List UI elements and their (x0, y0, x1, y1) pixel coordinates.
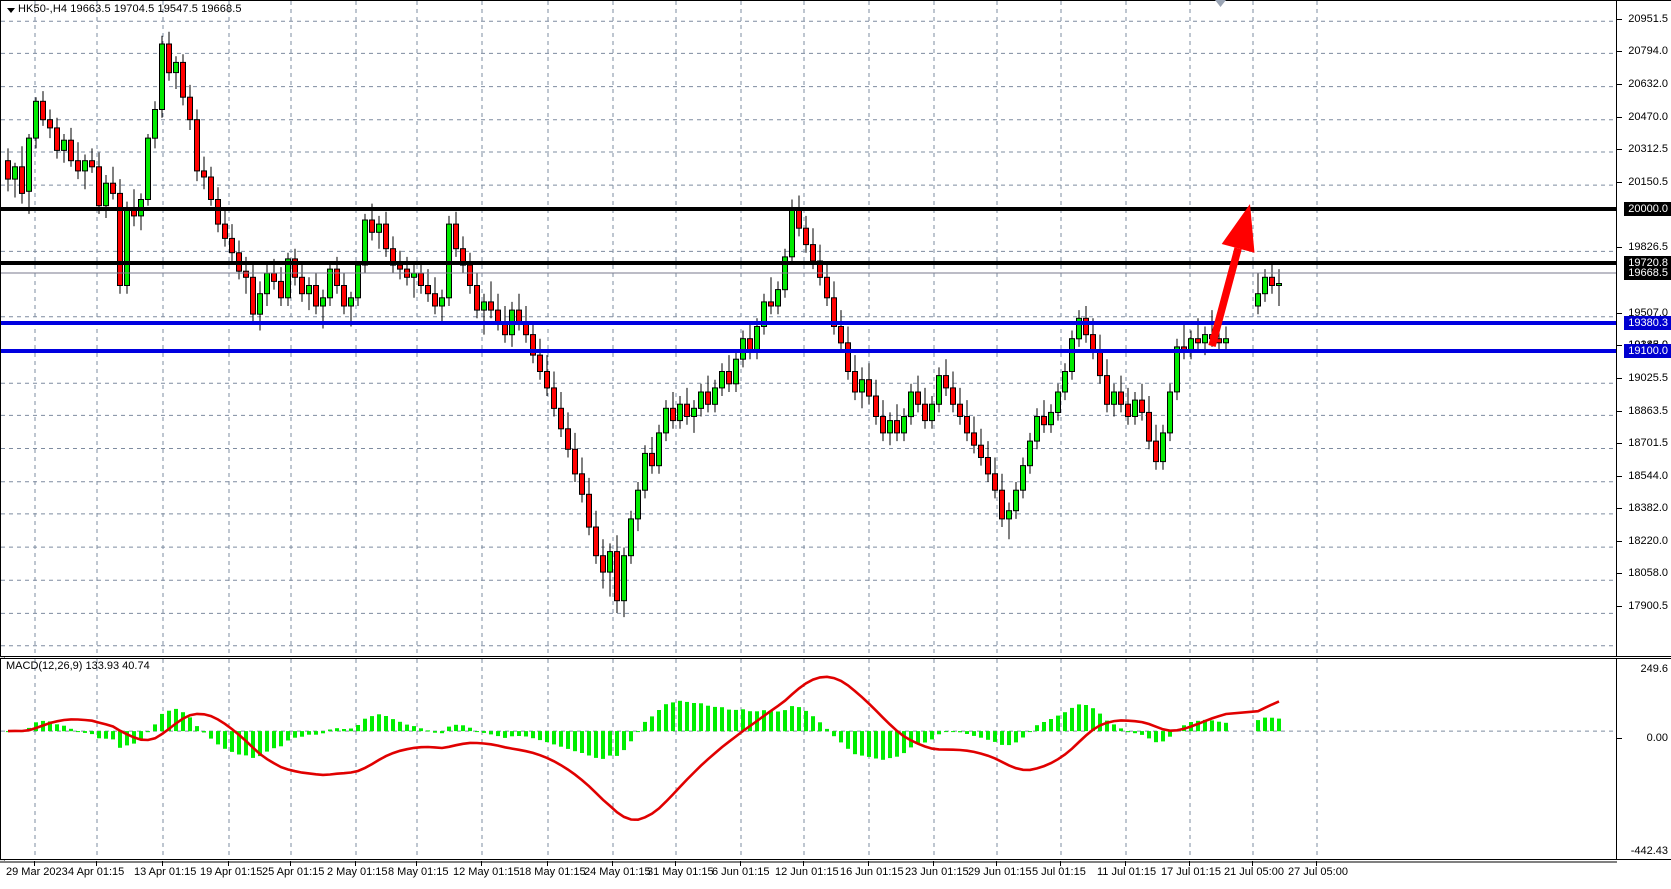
price-axis-label: 19826.5 (1628, 241, 1668, 253)
time-tick-mark (933, 861, 934, 866)
macd-axis-label: -442.43 (1630, 845, 1668, 857)
price-tick-mark (1617, 411, 1622, 412)
price-axis-label: 20312.5 (1628, 143, 1668, 155)
price-tick-mark (1617, 443, 1622, 444)
price-tick-mark (1617, 19, 1622, 20)
time-axis-label: 21 Jul 05:00 (1224, 866, 1284, 878)
macd-axis[interactable]: 249.6 0.00 -442.43 (1617, 658, 1671, 860)
price-axis-label: 19025.5 (1628, 372, 1668, 384)
triangle-down-icon[interactable] (6, 5, 16, 15)
price-tick-mark (1617, 378, 1622, 379)
price-tick-mark (1617, 606, 1622, 607)
time-tick-mark (803, 861, 804, 866)
triangle-down-marker-icon (1215, 0, 1226, 7)
time-axis-label: 11 Jul 01:15 (1097, 866, 1157, 878)
time-tick-mark (996, 861, 997, 866)
macd-tick-mark (1617, 738, 1622, 739)
time-tick-mark (1316, 861, 1317, 866)
macd-canvas (1, 659, 1616, 859)
time-axis-label: 29 Mar 2023 (6, 866, 68, 878)
price-tick-mark (1617, 117, 1622, 118)
chart-title: HK50-,H4 19663.5 19704.5 19547.5 19668.5 (18, 3, 242, 15)
time-axis-label: 12 Jun 01:15 (775, 866, 839, 878)
time-axis-label: 8 May 01:15 (388, 866, 449, 878)
time-tick-mark (740, 861, 741, 866)
price-axis-label: 18058.0 (1628, 567, 1668, 579)
time-tick-mark (868, 861, 869, 866)
price-tick-mark (1617, 84, 1622, 85)
price-axis-label: 18701.5 (1628, 437, 1668, 449)
price-axis[interactable]: 20951.5 20794.0 20632.0 20470.0 20312.5 20150… (1617, 0, 1671, 657)
time-tick-mark (228, 861, 229, 866)
macd-axis-label: 0.00 (1646, 732, 1668, 744)
time-axis-label: 31 May 01:15 (647, 866, 714, 878)
time-tick-mark (290, 861, 291, 866)
price-axis-label: 20632.0 (1628, 78, 1668, 90)
price-axis-label: 20794.0 (1628, 45, 1668, 57)
price-axis-label: 18544.0 (1628, 470, 1668, 482)
price-tick-mark (1617, 573, 1622, 574)
time-tick-mark (355, 861, 356, 866)
price-axis-label: 18382.0 (1628, 502, 1668, 514)
price-axis-label: 20470.0 (1628, 111, 1668, 123)
price-axis-label: 19668.5 (1624, 266, 1671, 280)
time-axis-label: 12 May 01:15 (453, 866, 520, 878)
time-axis-label: 2 May 01:15 (327, 866, 388, 878)
price-axis-label: 20150.5 (1628, 176, 1668, 188)
price-tick-mark (1617, 345, 1622, 346)
price-tick-mark (1617, 51, 1622, 52)
time-tick-mark (1060, 861, 1061, 866)
time-axis-label: 18 May 01:15 (519, 866, 586, 878)
macd-indicator-panel[interactable] (0, 658, 1617, 860)
time-axis[interactable]: 29 Mar 2023 4 Apr 01:15 13 Apr 01:15 19 Apr… (0, 861, 1671, 889)
time-axis-label: 16 Jun 01:15 (840, 866, 904, 878)
time-axis-label: 19 Apr 01:15 (200, 866, 263, 878)
time-axis-label: 5 Jul 01:15 (1032, 866, 1086, 878)
bullish-arrow (1208, 204, 1255, 347)
price-axis-label: 18220.0 (1628, 535, 1668, 547)
time-tick-mark (612, 861, 613, 866)
price-tick-mark (1617, 247, 1622, 248)
price-chart-panel[interactable] (0, 0, 1617, 657)
price-axis-label: 20000.0 (1624, 202, 1671, 216)
price-tick-mark (1617, 476, 1622, 477)
macd-label: MACD(12,26,9) 133.93 40.74 (6, 660, 150, 672)
time-tick-mark (162, 861, 163, 866)
time-axis-label: 23 Jun 01:15 (905, 866, 969, 878)
time-tick-mark (481, 861, 482, 866)
price-tick-mark (1617, 541, 1622, 542)
macd-axis-label: 249.6 (1640, 663, 1668, 675)
price-tick-mark (1617, 149, 1622, 150)
price-chart-canvas (1, 1, 1616, 656)
time-tick-mark (547, 861, 548, 866)
price-tick-mark (1617, 508, 1622, 509)
time-axis-label: 25 Apr 01:15 (262, 866, 325, 878)
time-axis-label: 6 Jun 01:15 (712, 866, 770, 878)
time-axis-rule (0, 861, 1617, 863)
time-tick-mark (96, 861, 97, 866)
macd-histogram (6, 700, 1281, 760)
time-axis-label: 4 Apr 01:15 (68, 866, 125, 878)
price-axis-label: 19380.3 (1624, 316, 1671, 330)
price-tick-mark (1617, 313, 1622, 314)
time-axis-label: 29 Jun 01:15 (968, 866, 1032, 878)
time-axis-label: 13 Apr 01:15 (134, 866, 197, 878)
price-axis-label: 20951.5 (1628, 13, 1668, 25)
price-axis-label: 17900.5 (1628, 600, 1668, 612)
price-axis-label: 18863.5 (1628, 405, 1668, 417)
time-axis-label: 17 Jul 01:15 (1161, 866, 1221, 878)
time-tick-mark (1125, 861, 1126, 866)
price-axis-label: 19100.0 (1624, 344, 1671, 358)
price-tick-mark (1617, 182, 1622, 183)
time-tick-mark (34, 861, 35, 866)
time-axis-label: 24 May 01:15 (584, 866, 651, 878)
time-tick-mark (1252, 861, 1253, 866)
time-axis-label: 27 Jul 05:00 (1288, 866, 1348, 878)
time-tick-mark (416, 861, 417, 866)
macd-signal-line (7, 675, 1280, 822)
time-tick-mark (675, 861, 676, 866)
time-tick-mark (1189, 861, 1190, 866)
